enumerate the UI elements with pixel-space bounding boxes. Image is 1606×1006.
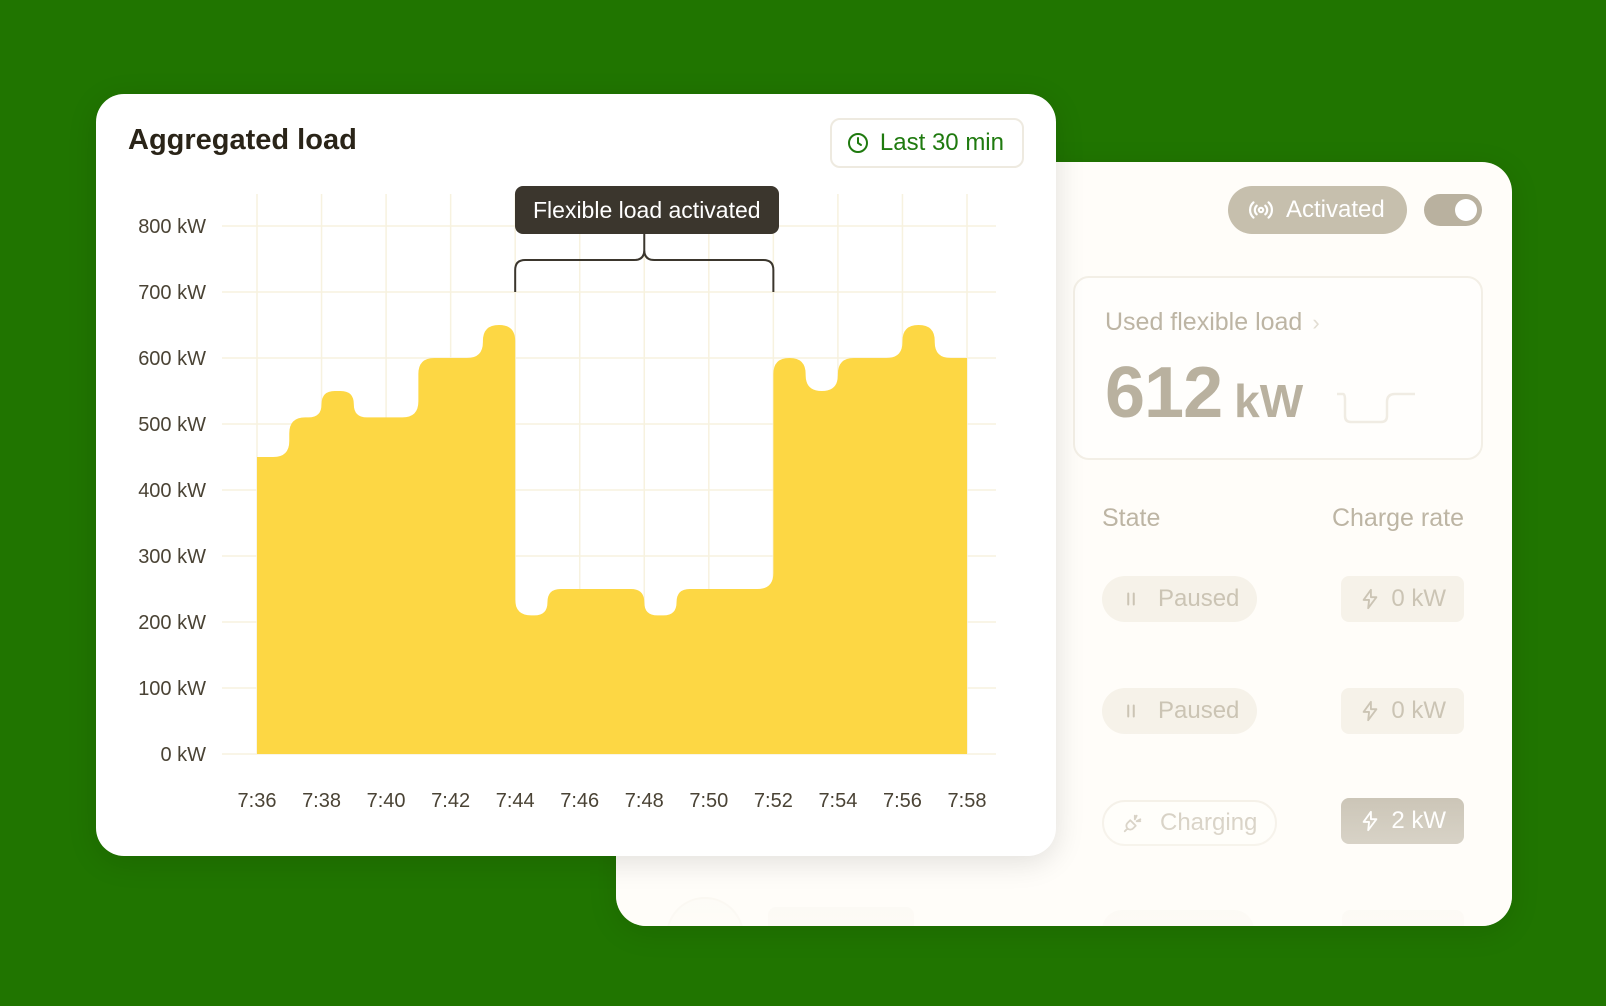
sparkline — [1337, 392, 1415, 424]
state-badge[interactable]: Paused — [1102, 576, 1258, 622]
lightning-icon — [1362, 588, 1378, 610]
y-tick-label: 800 kW — [138, 216, 206, 238]
x-tick-label: 7:44 — [496, 790, 535, 812]
y-tick-label: 0 kW — [160, 744, 206, 766]
state-label: Paused — [1158, 697, 1240, 724]
broadcast-icon — [1249, 201, 1273, 219]
column-header-charge-rate: Charge rate — [1331, 504, 1464, 532]
state-badge[interactable]: Paused — [1102, 688, 1258, 734]
x-tick-label: 7:38 — [302, 790, 341, 812]
load-area — [257, 325, 967, 754]
x-tick-label: 7:40 — [367, 790, 406, 812]
y-tick-label: 400 kW — [138, 480, 206, 502]
toggle-knob — [1455, 199, 1477, 221]
used-flexible-load-card[interactable]: Used flexible load › 612 kW — [1073, 276, 1483, 460]
state-label: Charging — [1160, 809, 1258, 836]
used-label: Used flexible load — [1105, 308, 1303, 336]
load-chart: 0 kW 100 kW 200 kW 300 kW 400 kW 500 kW 600 kW… — [138, 194, 996, 812]
x-tick-label: 7:52 — [754, 790, 793, 812]
activated-label: Activated — [1286, 196, 1385, 223]
lightning-icon — [1362, 700, 1378, 722]
used-label-row: Used flexible load › — [1105, 308, 1320, 337]
x-tick-label: 7:58 — [948, 790, 987, 812]
y-tick-label: 300 kW — [138, 546, 206, 568]
chevron-right-icon: › — [1312, 309, 1320, 335]
y-tick-label: 700 kW — [138, 282, 206, 304]
clock-icon — [847, 133, 868, 153]
state-label: Paused — [1158, 585, 1240, 612]
rate-label: 0 kW — [1391, 697, 1446, 724]
flexible-load-tooltip: Flexible load activated — [515, 186, 779, 234]
card-title: Aggregated load — [128, 124, 357, 156]
rate-label: 2 kW — [1391, 807, 1446, 834]
placeholder-state — [1102, 910, 1254, 926]
x-tick-label: 7:54 — [818, 790, 857, 812]
time-range-button[interactable]: Last 30 min — [829, 118, 1024, 168]
x-tick-label: 7:42 — [431, 790, 470, 812]
activation-toggle[interactable] — [1424, 194, 1482, 226]
x-tick-label: 7:46 — [560, 790, 599, 812]
x-tick-label: 7:50 — [689, 790, 728, 812]
rate-label: 0 kW — [1391, 585, 1446, 612]
avatar — [666, 897, 744, 926]
time-range-label: Last 30 min — [879, 129, 1004, 156]
aggregated-load-card: 0 kW 100 kW 200 kW 300 kW 400 kW 500 kW 600 kW… — [96, 94, 1056, 856]
y-tick-label: 200 kW — [138, 612, 206, 634]
state-badge[interactable]: Charging — [1102, 800, 1278, 846]
charge-rate-badge[interactable]: 0 kW — [1341, 688, 1464, 734]
placeholder-rate — [1342, 910, 1464, 926]
y-tick-label: 100 kW — [138, 678, 206, 700]
x-tick-label: 7:56 — [883, 790, 922, 812]
charge-rate-badge[interactable]: 0 kW — [1341, 576, 1464, 622]
lightning-icon — [1362, 810, 1378, 832]
activated-pill[interactable]: Activated — [1228, 186, 1407, 234]
pause-icon — [1127, 704, 1135, 718]
x-tick-label: 7:36 — [238, 790, 277, 812]
charge-rate-badge[interactable]: 2 kW — [1341, 798, 1464, 844]
column-header-state: State — [1102, 504, 1161, 532]
used-value: 612 kW — [1105, 352, 1303, 434]
plug-icon — [1123, 814, 1142, 833]
x-tick-label: 7:48 — [625, 790, 664, 812]
y-tick-label: 500 kW — [138, 414, 206, 436]
pause-icon — [1127, 592, 1135, 606]
placeholder-bar — [768, 907, 914, 926]
used-number: 612 — [1105, 353, 1223, 433]
y-tick-label: 600 kW — [138, 348, 206, 370]
used-unit: kW — [1234, 375, 1304, 427]
